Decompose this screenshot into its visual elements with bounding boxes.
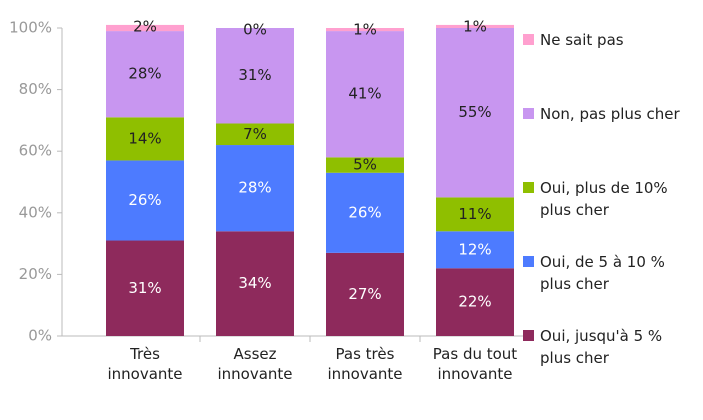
legend-swatch [523, 182, 534, 193]
data-label: 55% [458, 103, 491, 121]
bar-segment [106, 117, 184, 161]
legend-label: Oui, plus de 10% plus cher [540, 179, 668, 219]
x-tick-label: Très innovante [107, 345, 183, 383]
legend-label: Non, pas plus cher [540, 105, 680, 123]
x-tick-label: Pas du tout innovante [432, 345, 518, 383]
x-tick-label: Assez innovante [217, 345, 293, 383]
data-label: 7% [243, 125, 267, 143]
data-label: 34% [238, 274, 271, 292]
y-tick-label: 60% [19, 142, 52, 160]
y-tick-label: 100% [9, 19, 52, 37]
bar-segment [326, 252, 404, 336]
bar-segment [326, 172, 404, 253]
bar-segment [326, 31, 404, 158]
y-tick-label: 40% [19, 203, 52, 221]
bar-segment [436, 197, 514, 232]
data-label: 14% [128, 129, 161, 147]
bar-segment [216, 28, 294, 124]
legend-label: Oui, jusqu'à 5 % plus cher [540, 327, 663, 367]
bar-segment [216, 231, 294, 336]
data-label: 31% [128, 279, 161, 297]
data-label: 12% [458, 240, 491, 258]
legend-swatch [523, 34, 534, 45]
data-label: 31% [238, 66, 271, 84]
bar-segment [106, 24, 184, 32]
data-label: 0% [243, 21, 267, 39]
data-label: 26% [128, 191, 161, 209]
bar-segment [216, 123, 294, 146]
bar-segment [106, 240, 184, 336]
data-label: 1% [463, 17, 487, 35]
legend-swatch [523, 108, 534, 119]
bar-segment [106, 31, 184, 118]
bar-segment [326, 28, 404, 32]
y-tick-label: 0% [28, 327, 52, 345]
bar-segment [106, 160, 184, 241]
legend-swatch [523, 330, 534, 341]
data-label: 1% [353, 21, 377, 39]
bar-segment [436, 24, 514, 28]
data-label: 22% [458, 293, 491, 311]
data-label: 26% [348, 203, 381, 221]
bar-segment [216, 145, 294, 232]
bar-segment [436, 268, 514, 336]
data-label: 11% [458, 205, 491, 223]
data-label: 41% [348, 85, 381, 103]
data-label: 2% [133, 17, 157, 35]
legend-swatch [523, 256, 534, 267]
bar-segment [326, 157, 404, 173]
bar-segment [436, 231, 514, 269]
data-label: 5% [353, 156, 377, 174]
legend-label: Oui, de 5 à 10 % plus cher [540, 253, 665, 293]
y-tick-label: 20% [19, 265, 52, 283]
data-label: 28% [238, 179, 271, 197]
bar-segment [436, 28, 514, 198]
legend-label: Ne sait pas [540, 31, 624, 49]
y-tick-label: 80% [19, 80, 52, 98]
data-label: 27% [348, 285, 381, 303]
data-label: 28% [128, 65, 161, 83]
x-tick-label: Pas très innovante [327, 345, 403, 383]
